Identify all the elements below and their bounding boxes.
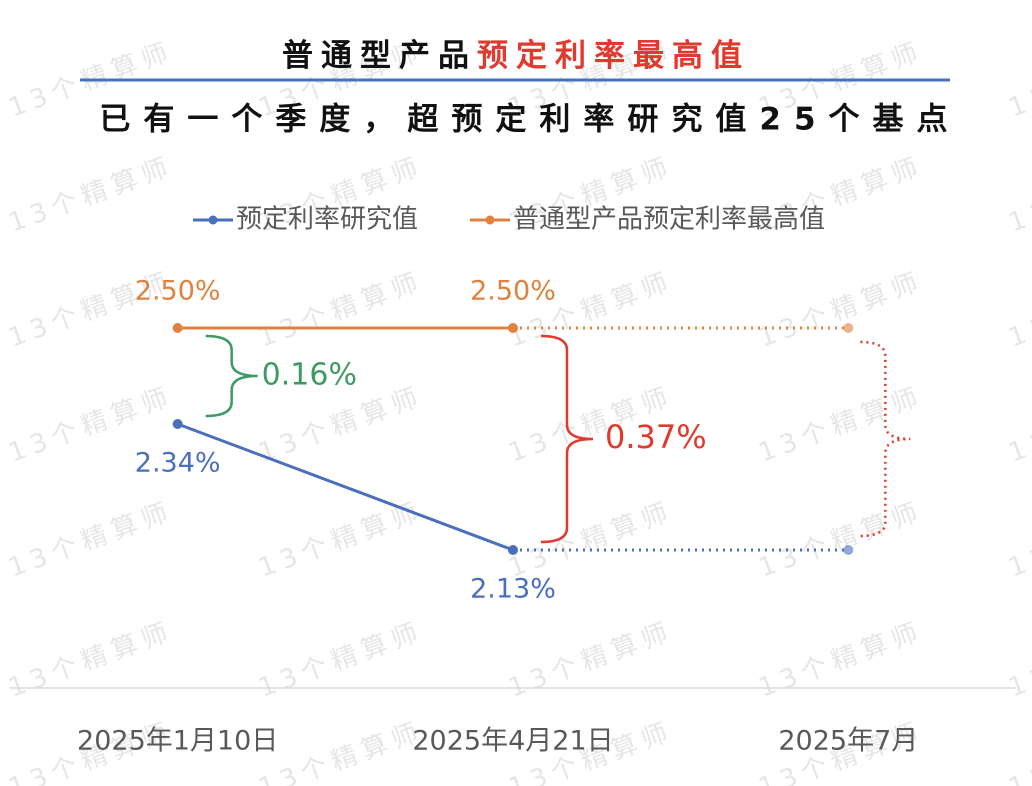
point: [843, 323, 854, 333]
series-line: [177, 422, 514, 552]
chart-title: 普通型产品预定利率最高值: [282, 38, 750, 74]
legend-label: 普通型产品预定利率最高值: [513, 205, 825, 235]
brace: [540, 334, 594, 544]
point: [508, 545, 518, 555]
legend-marker: [208, 215, 218, 225]
brace: [860, 340, 911, 538]
title-highlight: 预定利率最高值: [477, 38, 750, 74]
data-label: 2.50%: [470, 276, 556, 307]
legend-label: 预定利率研究值: [236, 205, 418, 235]
data-label: 2.50%: [135, 276, 221, 307]
annotation-label: 0.37%: [605, 418, 707, 456]
chart-subtitle: 已有一个季度，超预定利率研究值25个基点: [99, 102, 960, 138]
point: [172, 419, 183, 429]
annotation-label: 0.16%: [262, 358, 357, 393]
data-label: 2.34%: [135, 448, 221, 479]
data-label: 2.13%: [470, 574, 556, 605]
point: [508, 323, 518, 333]
point: [843, 545, 854, 555]
x-tick-label: 2025年1月10日: [77, 726, 278, 757]
legend-marker: [485, 215, 495, 225]
x-tick-label: 2025年7月: [778, 726, 918, 757]
point: [172, 323, 183, 333]
title-main: 普通型产品: [282, 38, 477, 74]
x-tick-label: 2025年4月21日: [412, 726, 613, 757]
